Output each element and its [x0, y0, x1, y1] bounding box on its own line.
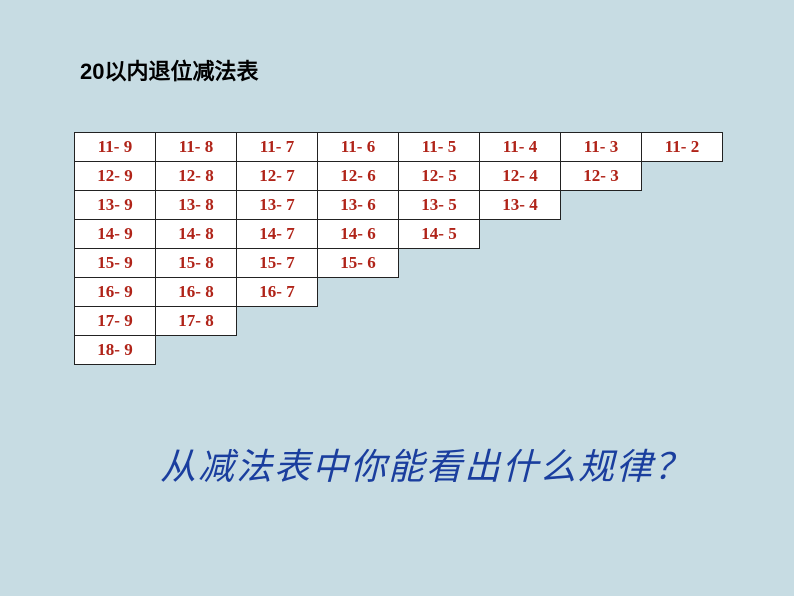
- table-cell: 11- 3: [560, 132, 642, 162]
- table-cell: 11- 4: [479, 132, 561, 162]
- table-cell: 13- 4: [479, 190, 561, 220]
- table-cell: 17- 9: [74, 306, 156, 336]
- table-cell: 14- 5: [398, 219, 480, 249]
- table-cell: 11- 7: [236, 132, 318, 162]
- table-cell: 16- 9: [74, 277, 156, 307]
- table-row: 15- 915- 815- 715- 6: [74, 248, 722, 277]
- table-row: 11- 911- 811- 711- 611- 511- 411- 311- 2: [74, 132, 722, 161]
- table-cell: 11- 9: [74, 132, 156, 162]
- page-title: 20以内退位减法表: [80, 54, 258, 86]
- table-cell: 13- 8: [155, 190, 237, 220]
- table-cell: 16- 8: [155, 277, 237, 307]
- table-cell: 12- 4: [479, 161, 561, 191]
- table-cell: 12- 9: [74, 161, 156, 191]
- table-row: 12- 912- 812- 712- 612- 512- 412- 3: [74, 161, 722, 190]
- table-cell: 11- 6: [317, 132, 399, 162]
- table-cell: 16- 7: [236, 277, 318, 307]
- table-cell: 11- 5: [398, 132, 480, 162]
- table-cell: 11- 2: [641, 132, 723, 162]
- table-row: 14- 914- 814- 714- 614- 5: [74, 219, 722, 248]
- table-row: 13- 913- 813- 713- 613- 513- 4: [74, 190, 722, 219]
- table-cell: 15- 6: [317, 248, 399, 278]
- table-cell: 14- 6: [317, 219, 399, 249]
- table-cell: 13- 9: [74, 190, 156, 220]
- table-cell: 13- 5: [398, 190, 480, 220]
- question-text: 从减法表中你能看出什么规律？: [160, 438, 692, 490]
- table-cell: 12- 7: [236, 161, 318, 191]
- table-cell: 12- 5: [398, 161, 480, 191]
- subtraction-table: 11- 911- 811- 711- 611- 511- 411- 311- 2…: [74, 132, 722, 364]
- table-row: 18- 9: [74, 335, 722, 364]
- table-cell: 12- 8: [155, 161, 237, 191]
- table-cell: 13- 6: [317, 190, 399, 220]
- table-cell: 14- 7: [236, 219, 318, 249]
- table-cell: 12- 6: [317, 161, 399, 191]
- table-cell: 15- 8: [155, 248, 237, 278]
- table-row: 17- 917- 8: [74, 306, 722, 335]
- table-cell: 11- 8: [155, 132, 237, 162]
- table-cell: 14- 8: [155, 219, 237, 249]
- table-cell: 18- 9: [74, 335, 156, 365]
- table-cell: 13- 7: [236, 190, 318, 220]
- table-row: 16- 916- 816- 7: [74, 277, 722, 306]
- table-cell: 17- 8: [155, 306, 237, 336]
- table-cell: 14- 9: [74, 219, 156, 249]
- table-cell: 12- 3: [560, 161, 642, 191]
- table-cell: 15- 7: [236, 248, 318, 278]
- table-cell: 15- 9: [74, 248, 156, 278]
